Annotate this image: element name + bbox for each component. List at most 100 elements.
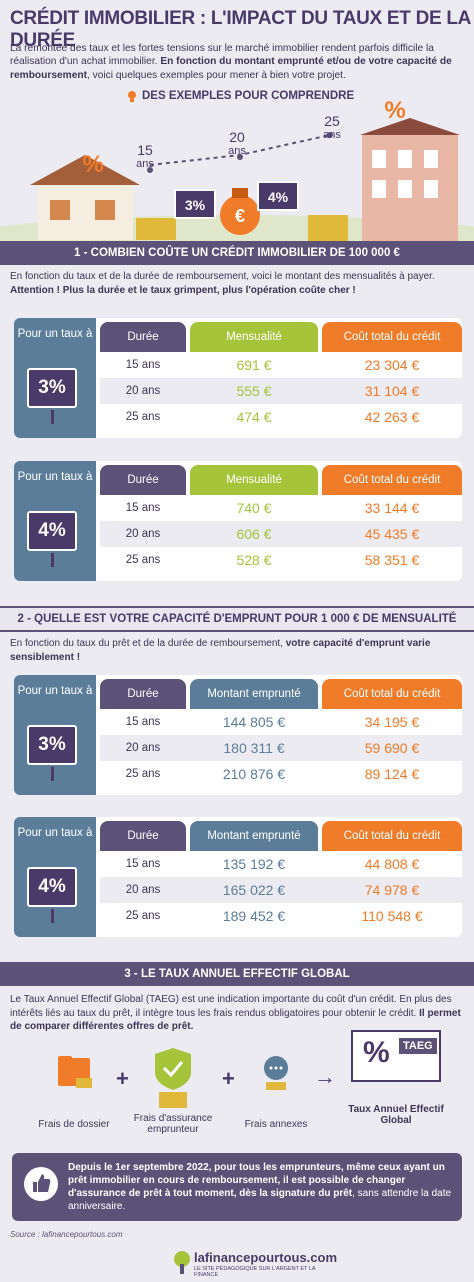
rate-box: Pour un taux à 3% bbox=[14, 318, 96, 438]
taeg-box: % TAEG bbox=[351, 1030, 441, 1082]
frais-annexes-label: Frais annexes bbox=[244, 1119, 308, 1130]
section-3-text-normal: Le Taux Annuel Effectif Global (TAEG) es… bbox=[10, 994, 452, 1019]
percent-right: % bbox=[384, 100, 405, 124]
header-mensualite: Mensualité bbox=[190, 322, 318, 352]
arrow-right-icon: → bbox=[314, 1064, 336, 1089]
section-3-title: 3 - LE TAUX ANNUEL EFFECTIF GLOBAL bbox=[0, 962, 474, 986]
cell-montant: 144 805 € bbox=[222, 714, 286, 730]
cell-cout: 45 435 € bbox=[364, 526, 420, 542]
table-card-s1-3: Pour un taux à 3% Durée Mensualité Coût … bbox=[14, 318, 462, 438]
table-row: 15 ans 740 € 33 144 € bbox=[100, 495, 462, 521]
logo: lafinancepourtous.com LE SITE PÉDAGOGIQU… bbox=[172, 1248, 337, 1278]
rate-box: Pour un taux à 3% bbox=[14, 675, 96, 795]
tree-icon bbox=[174, 1251, 190, 1274]
note-end: , sans attendre la date anniversaire. bbox=[68, 1188, 452, 1212]
frais-assurance-item: Frais d'assurance emprunteur bbox=[128, 1046, 218, 1135]
cell-mensualite: 474 € bbox=[236, 409, 272, 425]
rate-sign: 4% bbox=[27, 511, 77, 551]
rate-post bbox=[51, 410, 54, 424]
taeg-tag: TAEG bbox=[399, 1038, 437, 1054]
section-2-text-bold: votre capacité d'emprunt varie sensiblem… bbox=[10, 638, 431, 663]
shield-check-icon bbox=[155, 1048, 191, 1108]
header-duree: Durée bbox=[100, 821, 186, 851]
table-row: 15 ans 691 € 23 304 € bbox=[100, 352, 462, 378]
cell-mensualite: 606 € bbox=[236, 526, 272, 542]
header-montant: Montant emprunté bbox=[190, 821, 318, 851]
table-card-s2-3: Pour un taux à 3% Durée Montant emprunté… bbox=[14, 675, 462, 795]
header-cout: Coût total du crédit bbox=[322, 679, 462, 709]
cell-duree: 15 ans bbox=[125, 716, 161, 728]
thumbs-up-icon bbox=[24, 1167, 58, 1201]
cell-cout: 34 195 € bbox=[364, 714, 420, 730]
cell-mensualite: 691 € bbox=[236, 357, 272, 373]
cell-duree: 15 ans bbox=[125, 502, 161, 514]
year-unit-20: ans bbox=[228, 145, 246, 157]
section-1-title: 1 - COMBIEN COÛTE UN CRÉDIT IMMOBILIER D… bbox=[0, 241, 474, 265]
examples-title: DES EXEMPLES POUR COMPRENDRE bbox=[142, 90, 355, 102]
note-text: Depuis le 1er septembre 2022, pour tous … bbox=[68, 1161, 454, 1213]
section-2-text-normal: En fonction du taux du prêt et de la dur… bbox=[10, 638, 286, 649]
year-unit-15: ans bbox=[136, 158, 154, 170]
section-1-text-normal: En fonction du taux et de la durée de re… bbox=[10, 271, 435, 282]
cell-duree: 20 ans bbox=[125, 884, 161, 896]
cell-cout: 31 104 € bbox=[364, 383, 420, 399]
table-row: 20 ans 165 022 € 74 978 € bbox=[100, 877, 462, 903]
sign-3-text: 3% bbox=[185, 197, 206, 213]
header-cout: Coût total du crédit bbox=[322, 821, 462, 851]
table-row: 15 ans 144 805 € 34 195 € bbox=[100, 709, 462, 735]
house-roof-left bbox=[30, 155, 140, 185]
rate-sign: 3% bbox=[27, 725, 77, 765]
table-row: 25 ans 189 452 € 110 548 € bbox=[100, 903, 462, 929]
cell-duree: 20 ans bbox=[125, 528, 161, 540]
cell-duree: 25 ans bbox=[125, 554, 161, 566]
logo-tagline: LE SITE PÉDAGOGIQUE SUR L'ARGENT ET LA F… bbox=[194, 1266, 316, 1278]
percent-left: % bbox=[82, 151, 103, 178]
rate-post bbox=[51, 553, 54, 567]
section-1-text: En fonction du taux et de la durée de re… bbox=[10, 270, 464, 297]
cell-cout: 42 263 € bbox=[364, 409, 420, 425]
year-25: 25 bbox=[324, 113, 340, 129]
table-row: 20 ans 606 € 45 435 € bbox=[100, 521, 462, 547]
taeg-item: % TAEG Taux Annuel Effectif Global bbox=[346, 1030, 446, 1126]
year-15: 15 bbox=[137, 142, 153, 158]
cell-montant: 165 022 € bbox=[222, 882, 286, 898]
euro-symbol: € bbox=[235, 206, 245, 226]
rate-sign: 4% bbox=[27, 867, 77, 907]
rate-label: Pour un taux à bbox=[17, 471, 93, 483]
cell-duree: 15 ans bbox=[125, 858, 161, 870]
folder-icon bbox=[58, 1056, 92, 1088]
section-2-title: 2 - QUELLE EST VOTRE CAPACITÉ D'EMPRUNT … bbox=[0, 606, 474, 632]
rate-post bbox=[51, 909, 54, 923]
rate-label: Pour un taux à bbox=[17, 685, 93, 697]
cell-cout: 59 690 € bbox=[364, 740, 420, 756]
cell-cout: 33 144 € bbox=[364, 500, 420, 516]
cell-mensualite: 555 € bbox=[236, 383, 272, 399]
frais-annexes-item: Frais annexes bbox=[236, 1052, 316, 1130]
taeg-percent: % bbox=[363, 1036, 390, 1069]
header-mensualite: Mensualité bbox=[190, 465, 318, 495]
intro-text-end: , voici quelques exemples pour mener à b… bbox=[87, 69, 346, 81]
header-duree: Durée bbox=[100, 679, 186, 709]
section-1-text-bold: Attention ! Plus la durée et le taux gri… bbox=[10, 284, 356, 296]
cell-cout: 23 304 € bbox=[364, 357, 420, 373]
note-bold: Depuis le 1er septembre 2022, pour tous … bbox=[68, 1162, 445, 1199]
frais-dossier-item: Frais de dossier bbox=[34, 1052, 114, 1130]
logo-name: lafinancepourtous.com bbox=[194, 1250, 338, 1265]
rate-post bbox=[51, 767, 54, 781]
section-3-text: Le Taux Annuel Effectif Global (TAEG) es… bbox=[10, 993, 464, 1034]
cell-cout: 44 808 € bbox=[364, 856, 420, 872]
cell-cout: 74 978 € bbox=[364, 882, 420, 898]
year-20: 20 bbox=[229, 129, 245, 145]
header-montant: Montant emprunté bbox=[190, 679, 318, 709]
header-duree: Durée bbox=[100, 322, 186, 352]
section-2-text: En fonction du taux du prêt et de la dur… bbox=[10, 637, 464, 664]
frais-assurance-label: Frais d'assurance emprunteur bbox=[133, 1113, 213, 1135]
rate-label: Pour un taux à bbox=[17, 827, 93, 839]
cell-cout: 58 351 € bbox=[364, 552, 420, 568]
frais-dossier-label: Frais de dossier bbox=[38, 1119, 110, 1130]
rate-box: Pour un taux à 4% bbox=[14, 461, 96, 581]
table-row: 25 ans 210 876 € 89 124 € bbox=[100, 761, 462, 787]
table-row: 25 ans 474 € 42 263 € bbox=[100, 404, 462, 430]
speech-bubble-icon bbox=[264, 1056, 288, 1090]
cell-montant: 210 876 € bbox=[222, 766, 286, 782]
